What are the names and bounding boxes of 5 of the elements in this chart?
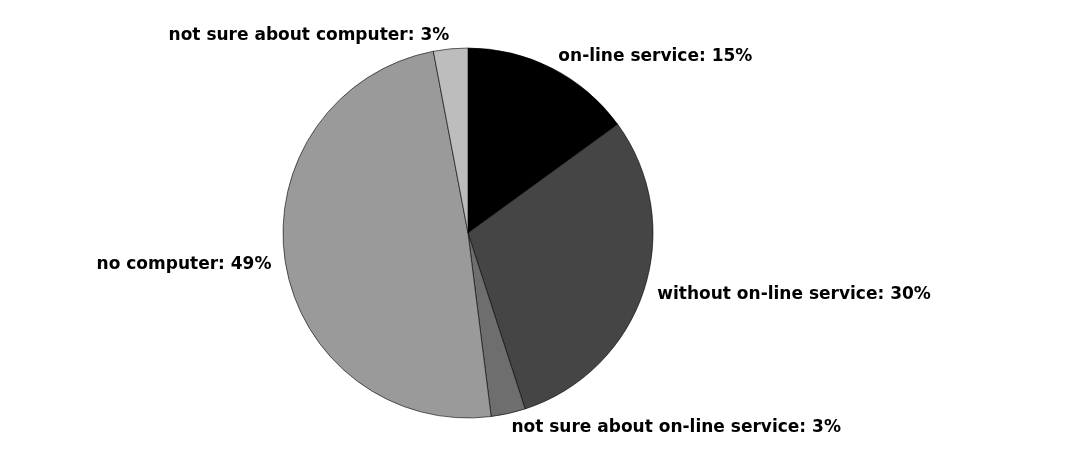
- slice-label: not sure about on-line service: 3%: [511, 416, 841, 437]
- slice-label: not sure about computer: 3%: [168, 23, 450, 44]
- slice-label: no computer: 49%: [96, 253, 272, 274]
- slice-label: without on-line service: 30%: [657, 283, 931, 304]
- slice-label: on-line service: 15%: [558, 44, 753, 65]
